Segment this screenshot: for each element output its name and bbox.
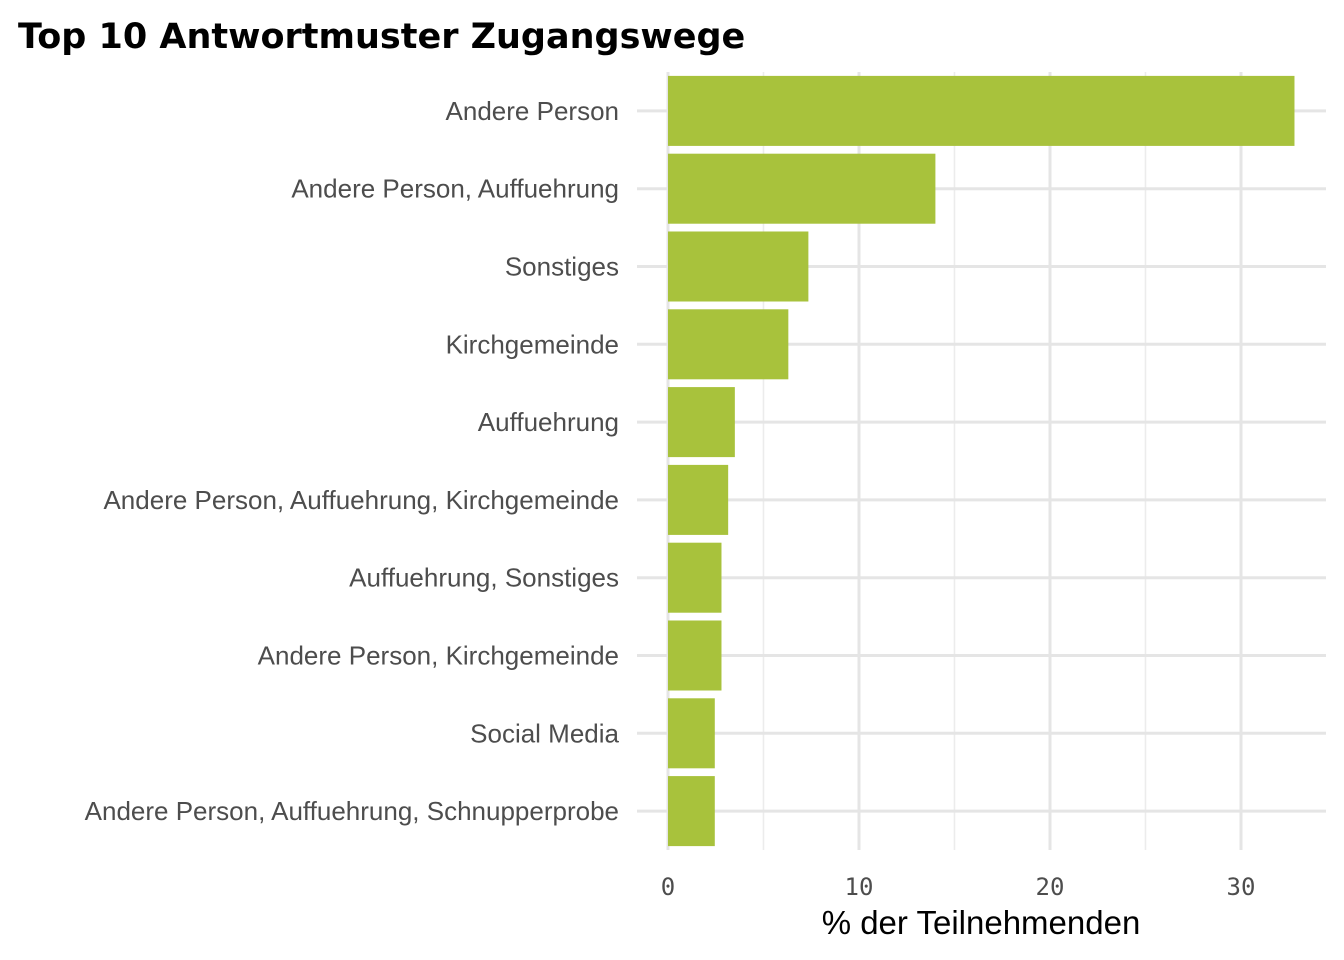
- x-axis-title: % der Teilnehmenden: [822, 904, 1141, 941]
- bar: [668, 698, 715, 769]
- bar: [668, 387, 735, 458]
- bar: [668, 464, 729, 535]
- category-labels: Andere Person Andere Person, Auffuehrung S…: [85, 96, 620, 826]
- bar: [668, 231, 809, 302]
- x-tick-label: 20: [1036, 873, 1065, 901]
- category-label: Andere Person, Kirchgemeinde: [258, 641, 619, 671]
- bar: [668, 153, 936, 224]
- x-tick-label: 30: [1227, 873, 1256, 901]
- bar: [668, 542, 722, 613]
- category-label: Auffuehrung: [478, 407, 619, 437]
- category-label: Andere Person, Auffuehrung, Kirchgemeind…: [103, 485, 619, 515]
- bar: [668, 620, 722, 691]
- category-label: Andere Person, Auffuehrung: [291, 174, 619, 204]
- bar: [668, 75, 1295, 146]
- bar: [668, 776, 715, 847]
- x-tick-labels: 0 10 20 30: [661, 873, 1256, 901]
- bars: [668, 75, 1295, 847]
- chart-title: Top 10 Antwortmuster Zugangswege: [18, 17, 745, 57]
- category-label: Social Media: [470, 718, 619, 748]
- category-label: Andere Person: [446, 96, 619, 126]
- category-label: Kirchgemeinde: [446, 329, 619, 359]
- bar: [668, 309, 789, 380]
- category-label: Sonstiges: [505, 252, 619, 282]
- category-label: Auffuehrung, Sonstiges: [349, 563, 619, 593]
- x-tick-label: 10: [845, 873, 874, 901]
- category-label: Andere Person, Auffuehrung, Schnupperpro…: [85, 796, 619, 826]
- x-tick-label: 0: [661, 873, 675, 901]
